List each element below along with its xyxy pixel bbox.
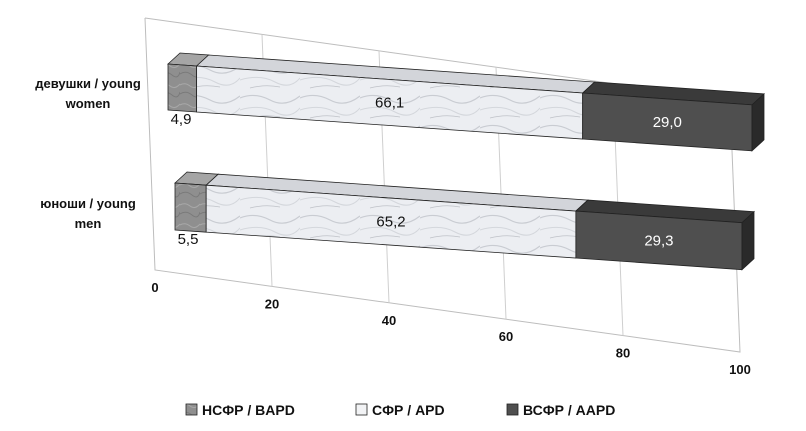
legend-item: СФР / APD (355, 402, 445, 418)
data-label: 29,3 (644, 232, 673, 249)
bar-segment (574, 199, 755, 271)
x-tick-label: 40 (382, 313, 396, 328)
category-label: девушки / young women (35, 76, 141, 111)
data-label: 65,2 (376, 214, 405, 231)
legend-swatch (185, 403, 198, 416)
bar-segment (581, 81, 765, 152)
x-tick-label: 0 (151, 280, 158, 295)
data-label: 4,9 (171, 111, 192, 128)
legend-swatch (355, 403, 368, 416)
category-labels: девушки / young women юноши / young men (35, 76, 141, 231)
data-label: 66,1 (375, 95, 404, 112)
legend-item: НСФР / BAPD (185, 402, 295, 418)
x-tick-label: 80 (616, 346, 630, 361)
legend-label: ВСФР / AAPD (523, 402, 615, 418)
legend-label: НСФР / BAPD (202, 402, 295, 418)
x-tick-label: 60 (499, 329, 513, 344)
bar-segment (167, 52, 210, 113)
category-label: юноши / young men (40, 196, 136, 231)
x-tick-label: 20 (265, 296, 279, 311)
x-tick-label: 100 (729, 362, 751, 377)
legend: НСФР / BAPD СФР / APD ВСФР / AAPD (185, 402, 615, 418)
bars: 4,9 66,1 29,0 5,5 65,2 29,3 (167, 52, 765, 271)
data-label: 5,5 (178, 231, 199, 248)
legend-label: СФР / APD (372, 402, 445, 418)
legend-item: ВСФР / AAPD (506, 402, 615, 418)
legend-swatch (506, 403, 519, 416)
data-label: 29,0 (653, 114, 682, 131)
x-tick-labels: 0 20 40 60 80 100 (151, 280, 750, 377)
bar-segment (174, 171, 220, 233)
